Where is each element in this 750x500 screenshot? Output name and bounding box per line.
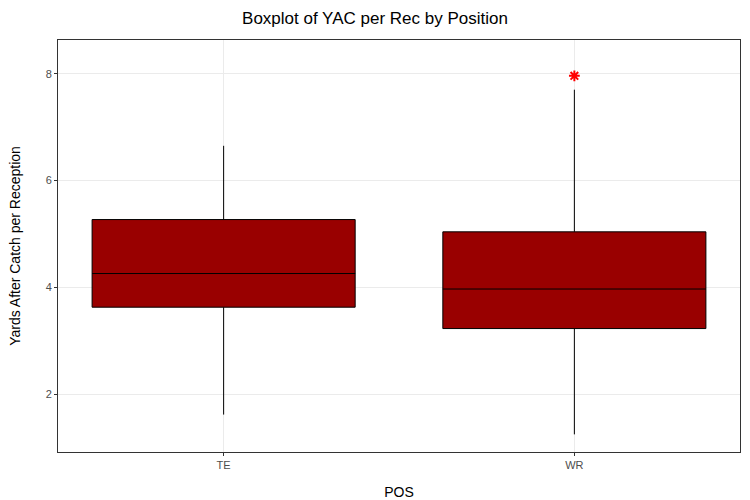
svg-text:4: 4 — [46, 281, 52, 293]
svg-text:WR: WR — [565, 459, 583, 471]
svg-text:6: 6 — [46, 174, 52, 186]
svg-text:Yards After Catch per Receptio: Yards After Catch per Reception — [7, 146, 23, 346]
svg-text:8: 8 — [46, 68, 52, 80]
svg-text:2: 2 — [46, 388, 52, 400]
svg-text:Boxplot of YAC per Rec by Posi: Boxplot of YAC per Rec by Position — [242, 9, 508, 28]
svg-text:TE: TE — [217, 459, 231, 471]
svg-text:POS: POS — [384, 484, 414, 500]
